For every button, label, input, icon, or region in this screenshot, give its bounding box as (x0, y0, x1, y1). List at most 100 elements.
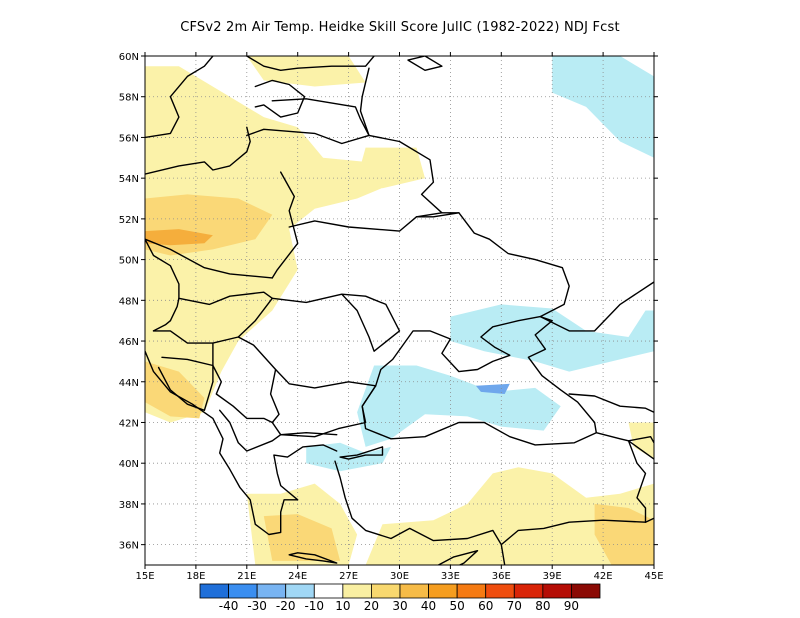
coastline-marmara (339, 446, 384, 460)
colorbar-label: 10 (335, 599, 350, 613)
border-belarus-ukraine (288, 212, 570, 318)
colorbar-swatch (285, 583, 315, 599)
coastline-blacksea (361, 315, 597, 446)
colorbar-label: 50 (450, 599, 465, 613)
border-armenia (627, 440, 654, 460)
border-balkans (152, 330, 240, 344)
colorbar-swatch (456, 583, 487, 599)
colorbar-swatch (256, 583, 287, 599)
skill-region-adriatic-positive-20 (145, 361, 205, 419)
cyprus (437, 550, 479, 565)
lat-tick-label: 40N (119, 459, 139, 470)
colorbar-swatch (428, 583, 458, 599)
skill-region-west-positive-10 (145, 66, 391, 423)
coastline-baltic-east (246, 56, 375, 72)
colorbar-label: -10 (304, 599, 324, 613)
colorbar-label: 60 (478, 599, 493, 613)
lat-tick-label: 36N (119, 541, 139, 552)
skill-region-belarus-positive-10 (357, 147, 425, 189)
lon-tick-label: 36E (492, 571, 511, 582)
lon-tick-label: 21E (237, 571, 256, 582)
lat-tick-label: 46N (119, 337, 139, 348)
lon-tick-label: 15E (135, 571, 154, 582)
colorbar-label: 80 (535, 599, 550, 613)
border-russia-georgia (568, 393, 654, 413)
lat-tick-label: 50N (119, 256, 139, 267)
skill-region-caucasus-positive-20 (594, 503, 654, 565)
colorbar-label: 20 (364, 599, 379, 613)
coastline-lakes (407, 56, 443, 72)
lat-tick-label: 42N (119, 418, 139, 429)
colorbar: -40 -30 -20 -10 10 20 30 40 50 60 70 80 90 (199, 583, 601, 613)
skill-score-field (145, 56, 654, 565)
lon-tick-label: 33E (441, 571, 460, 582)
lat-tick-label: 56N (119, 133, 139, 144)
colorbar-label: 40 (421, 599, 436, 613)
border-poland-west (145, 238, 273, 279)
map-title: CFSv2 2m Air Temp. Heidke Skill Score Ju… (180, 20, 620, 35)
coastline-turkey (334, 460, 506, 565)
lon-tick-label: 27E (339, 571, 358, 582)
border-russia-ukraine-north (415, 212, 460, 218)
lat-tick-label: 52N (119, 215, 139, 226)
border-russia-baltic (359, 67, 443, 214)
skill-region-baltic-positive-10 (246, 56, 366, 87)
border-turkey-east (627, 440, 647, 523)
coastline-south-baltic (145, 126, 251, 175)
lat-tick-label: 54N (119, 174, 139, 185)
border-slovakia-hungary (178, 291, 273, 306)
lat-tick-label: 60N (119, 52, 139, 63)
coastline-adriatic (145, 350, 338, 536)
skill-region-blacksea-negative-20 (475, 383, 510, 394)
colorbar-swatch (399, 583, 429, 599)
lon-tick-label: 30E (390, 571, 409, 582)
colorbar-label: 70 (507, 599, 522, 613)
lon-tick-label: 24E (288, 571, 307, 582)
border-serbia-bosnia (212, 342, 273, 424)
lon-tick-label: 45E (644, 571, 663, 582)
border-poland-east (271, 171, 299, 279)
border-ukraine-romania-moldova (271, 293, 401, 352)
colorbar-label: -40 (219, 599, 239, 613)
colorbar-label: 90 (564, 599, 579, 613)
colorbar-swatch (199, 583, 229, 599)
colorbar-label: -20 (276, 599, 296, 613)
skill-region-north-negative-10 (552, 56, 654, 158)
colorbar-swatch (313, 583, 344, 599)
colorbar-swatch (571, 583, 601, 599)
colorbar-swatch (485, 583, 515, 599)
lat-lon-gridlines (145, 56, 654, 565)
border-albania-greece (218, 409, 338, 452)
lat-tick-label: 48N (119, 296, 139, 307)
lat-tick-label: 58N (119, 93, 139, 104)
skill-region-marmara-negative-10 (306, 442, 391, 472)
lat-tick-label: 38N (119, 500, 139, 511)
coastline-riga (254, 79, 306, 118)
colorbar-label: -30 (247, 599, 267, 613)
colorbar-label: 30 (392, 599, 407, 613)
border-serbia-bulgaria (269, 368, 377, 438)
lon-tick-label: 18E (186, 571, 205, 582)
colorbar-swatch (342, 583, 372, 599)
skill-region-blacksea-negative-10 (357, 365, 561, 447)
country-borders-and-coastlines (145, 56, 654, 565)
colorbar-swatch (371, 583, 401, 599)
skill-region-east-positive-10 (628, 422, 654, 460)
colorbar-swatch (542, 583, 572, 599)
lat-tick-label: 44N (119, 378, 139, 389)
colorbar-swatch (228, 583, 258, 599)
skill-region-west-positive-30 (145, 229, 213, 246)
lon-tick-label: 42E (594, 571, 613, 582)
border-croatia-bosnia (157, 356, 214, 411)
skill-region-azov-negative-10 (450, 304, 654, 372)
skill-region-aegean-positive-20 (263, 514, 341, 561)
colorbar-swatch (513, 583, 544, 599)
map-axis-ticks: 60N 58N 56N 54N 52N 50N 48N 46N 44N 42N 40N 38N 36N 1… (119, 52, 664, 582)
lon-tick-label: 39E (543, 571, 562, 582)
border-czech (145, 238, 180, 322)
border-russia-kazakh (539, 281, 654, 332)
coastline-baltic (145, 56, 214, 139)
border-austria-hungary (152, 320, 172, 332)
crete (288, 552, 338, 564)
